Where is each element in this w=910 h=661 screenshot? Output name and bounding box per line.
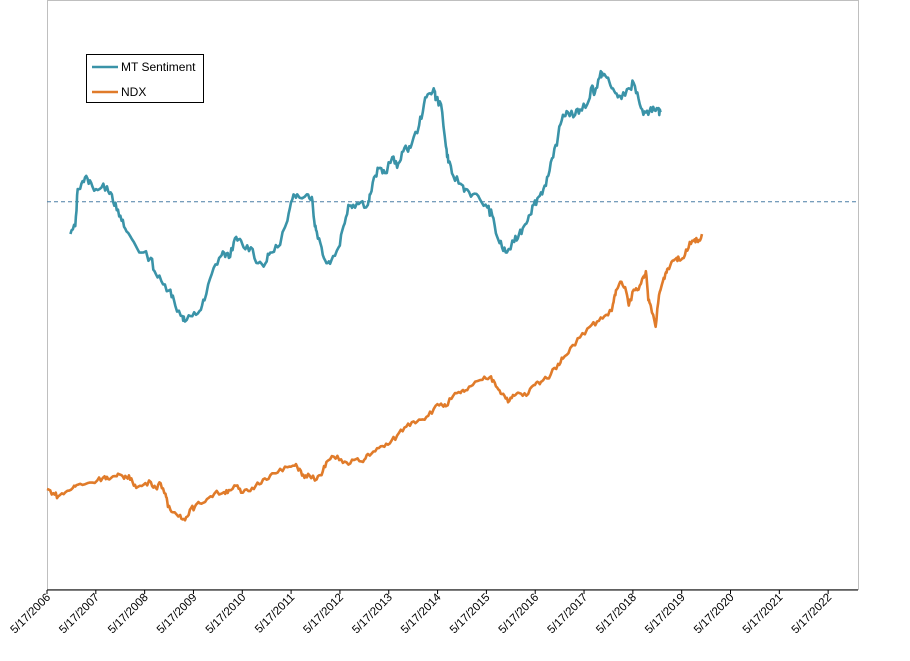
x-tick-label: 5/17/2014 [399,591,444,636]
legend: MT Sentiment NDX [86,54,204,103]
x-tick-label: 5/17/2019 [643,592,688,637]
x-tick-label: 5/17/2015 [448,592,493,637]
series-layer [46,69,704,522]
x-tick-label: 5/17/2021 [741,592,786,637]
x-tick-label: 5/17/2017 [545,592,590,637]
series-line-ndx [46,233,704,522]
legend-label-ndx: NDX [121,85,146,99]
x-tick-label: 5/17/2011 [253,592,297,636]
x-tick-label: 5/17/2016 [497,592,542,637]
x-tick-label: 5/17/2009 [155,592,200,637]
x-tick-label: 5/17/2008 [106,592,151,637]
series-line-mt-sentiment [69,69,662,323]
x-axis: 5/17/2006 5/17/2007 5/17/2008 5/17/2009 5/17… [8,589,858,637]
x-tick-label: 5/17/2020 [692,592,737,637]
x-tick-label: 5/17/2007 [57,592,102,637]
x-tick-label: 5/17/2012 [301,592,346,637]
x-tick-label: 5/17/2010 [204,592,249,637]
x-tick-label: 5/17/2006 [8,592,53,637]
legend-label-mt-sentiment: MT Sentiment [121,60,196,74]
legend-box [86,54,204,103]
x-tick-label: 5/17/2013 [350,592,395,637]
x-tick-label: 5/17/2022 [790,592,835,637]
x-tick-label: 5/17/2018 [594,592,639,637]
